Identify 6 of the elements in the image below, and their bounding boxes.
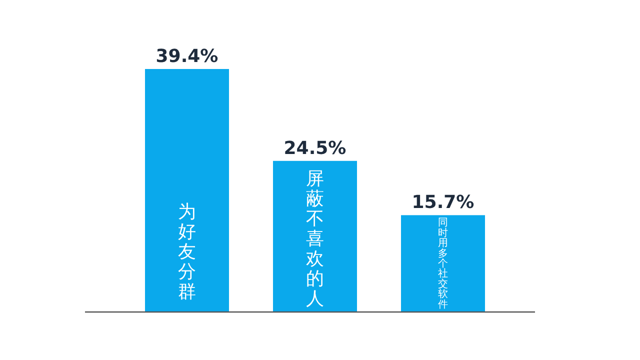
data-label: 15.7% [412,192,474,214]
category-label: 屏蔽不喜欢的人 [306,168,324,310]
category-label: 为好友分群 [178,201,196,302]
data-label: 39.4% [156,46,218,67]
category-label: 同时用多个社交软件 [438,218,448,310]
data-label: 24.5% [284,138,346,159]
